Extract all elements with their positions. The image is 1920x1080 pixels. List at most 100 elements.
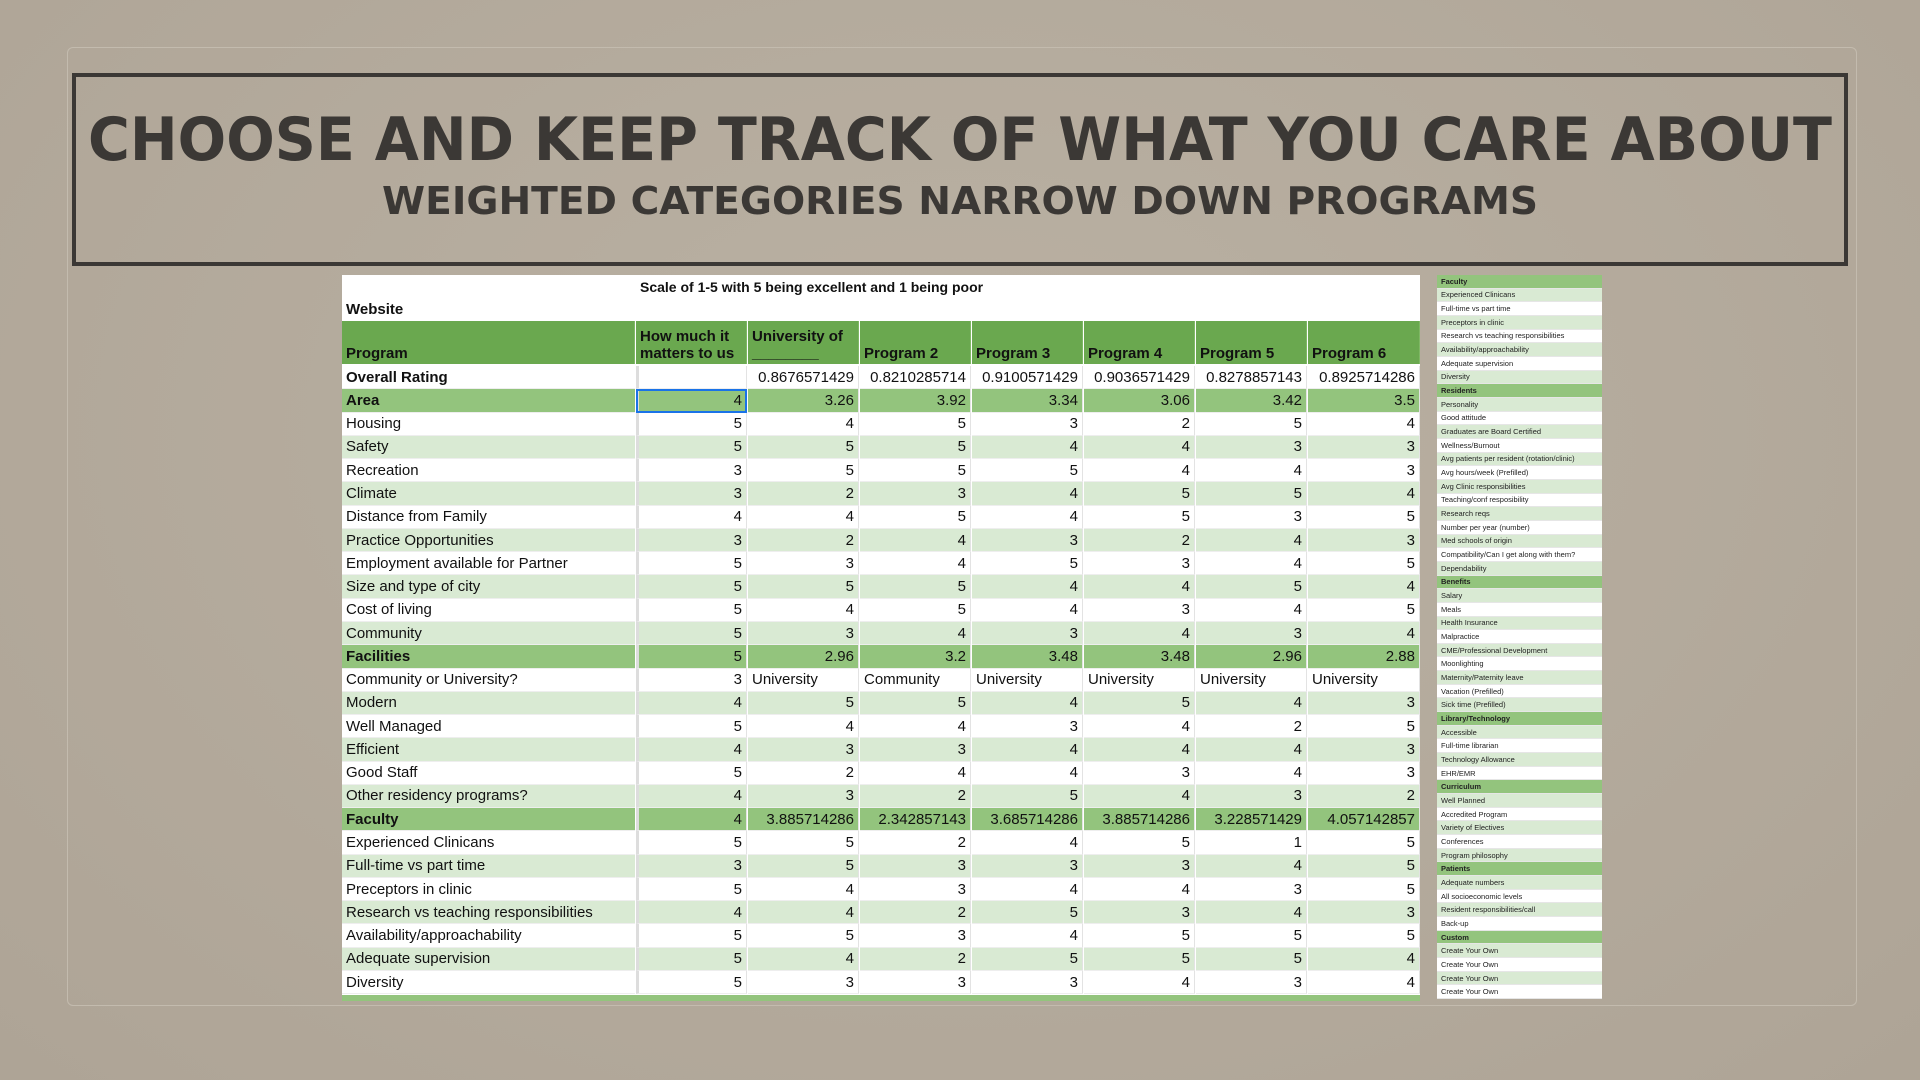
- sidebar-item: Health Insurance: [1437, 616, 1602, 631]
- table-cell: 2: [1084, 528, 1195, 553]
- table-cell: 4: [1084, 784, 1195, 809]
- table-cell: 5: [1308, 877, 1420, 902]
- table-cell: 5: [1308, 505, 1420, 529]
- table-cell: 3: [972, 715, 1083, 739]
- table-cell: 3: [1196, 784, 1307, 809]
- table-cell: 5: [636, 435, 747, 460]
- sidebar-item: Good attitude: [1437, 411, 1602, 426]
- table-cell: 2: [748, 528, 859, 553]
- table-cell: 5: [860, 412, 971, 436]
- sidebar-item: Resident responsibilities/call: [1437, 903, 1602, 918]
- table-cell: 2: [1308, 784, 1420, 809]
- row-label: Area: [342, 389, 635, 413]
- table-cell: 5: [1308, 854, 1420, 878]
- table-cell: 3: [1196, 877, 1307, 902]
- table-cell: 3: [748, 784, 859, 809]
- sidebar-item: Maternity/Paternity leave: [1437, 671, 1602, 685]
- table-cell: 5: [636, 761, 747, 785]
- table-cell: 2.342857143: [860, 808, 971, 832]
- table-cell: 4: [860, 715, 971, 739]
- sidebar-section: Residents: [1437, 384, 1602, 398]
- table-cell: 3: [860, 924, 971, 948]
- sidebar-item: Full-time librarian: [1437, 739, 1602, 754]
- table-cell: 4: [748, 412, 859, 436]
- table-cell: 4: [748, 947, 859, 972]
- table-cell: 4: [1308, 482, 1420, 506]
- table-cell: 3.2: [860, 645, 971, 669]
- table-cell: 4: [1196, 598, 1307, 622]
- table-cell: 3: [1196, 435, 1307, 460]
- table-cell: 5: [972, 784, 1083, 809]
- row-label: Adequate supervision: [342, 947, 635, 972]
- table-cell: 3: [972, 971, 1083, 995]
- table-cell: 5: [1084, 947, 1195, 972]
- table-cell: 4: [972, 831, 1083, 855]
- table-cell: 3.26: [748, 389, 859, 413]
- table-cell: 3.885714286: [748, 808, 859, 832]
- table-cell: 3: [1308, 459, 1420, 483]
- table-cell: 3.48: [1084, 645, 1195, 669]
- row-label: Experienced Clinicans: [342, 831, 635, 855]
- table-cell: 3.92: [860, 389, 971, 413]
- table-cell: 3: [860, 738, 971, 762]
- table-cell: 4: [860, 621, 971, 646]
- table-cell: 5: [860, 598, 971, 622]
- sidebar-item: Avg patients per resident (rotation/clin…: [1437, 452, 1602, 467]
- sidebar-item: Avg Clinic responsibilities: [1437, 479, 1602, 494]
- row-label: Practice Opportunities: [342, 528, 635, 553]
- table-cell: 5: [636, 412, 747, 436]
- sidebar-item: Variety of Electives: [1437, 821, 1602, 836]
- sidebar-item: Accessible: [1437, 725, 1602, 740]
- table-cell: 3: [1084, 598, 1195, 622]
- table-cell: 4: [1196, 459, 1307, 483]
- table-cell: 5: [636, 645, 747, 669]
- table-cell: 5: [1196, 924, 1307, 948]
- sidebar-item: Preceptors in clinic: [1437, 315, 1602, 330]
- table-cell: 2.96: [1196, 645, 1307, 669]
- table-cell: 4: [972, 435, 1083, 460]
- table-cell: University: [1084, 668, 1195, 692]
- table-cell: 5: [972, 901, 1083, 925]
- table-cell: 4: [1196, 738, 1307, 762]
- note: Scale of 1-5 with 5 being excellent and …: [640, 279, 984, 295]
- table-cell: 3.228571429: [1196, 808, 1307, 832]
- sidebar-item: EHR/EMR: [1437, 766, 1602, 781]
- table-cell: 2: [860, 901, 971, 925]
- table-cell: 5: [748, 691, 859, 716]
- table-cell: 4: [972, 575, 1083, 599]
- row-label: Modern: [342, 691, 635, 716]
- table-cell: 4: [1084, 738, 1195, 762]
- table-cell: 3: [1308, 435, 1420, 460]
- sidebar-item: Create Your Own: [1437, 985, 1602, 999]
- sidebar-item: Graduates are Board Certified: [1437, 425, 1602, 439]
- sidebar-item: Availability/approachability: [1437, 343, 1602, 357]
- row-label: Research vs teaching responsibilities: [342, 901, 635, 925]
- table-cell: 4: [972, 505, 1083, 529]
- table-cell: 3.42: [1196, 389, 1307, 413]
- sidebar-item: Malpractice: [1437, 630, 1602, 644]
- table-cell: 5: [636, 575, 747, 599]
- table-cell: 3: [860, 482, 971, 506]
- sidebar-item: Conferences: [1437, 835, 1602, 849]
- table-cell: 3: [860, 971, 971, 995]
- sidebar-item: Personality: [1437, 397, 1602, 412]
- table-cell: 2: [1196, 715, 1307, 739]
- table-cell: 2: [860, 831, 971, 855]
- table-cell: 4: [1196, 552, 1307, 576]
- column-header: Program 2: [860, 321, 971, 364]
- table-cell: University: [748, 668, 859, 692]
- table-cell: 3: [1308, 761, 1420, 785]
- table-cell: 1: [1196, 831, 1307, 855]
- table-cell: 3: [972, 854, 1083, 878]
- row-label: Availability/approachability: [342, 924, 635, 948]
- table-cell: 3: [748, 738, 859, 762]
- table-cell: 5: [1308, 831, 1420, 855]
- table-cell: 5: [636, 877, 747, 902]
- table-cell: 5: [972, 459, 1083, 483]
- sidebar-section: Library/Technology: [1437, 712, 1602, 726]
- table-cell: 5: [748, 854, 859, 878]
- table-cell: University: [1308, 668, 1420, 692]
- table-cell: 4: [1308, 575, 1420, 599]
- column-header: Program: [342, 321, 635, 364]
